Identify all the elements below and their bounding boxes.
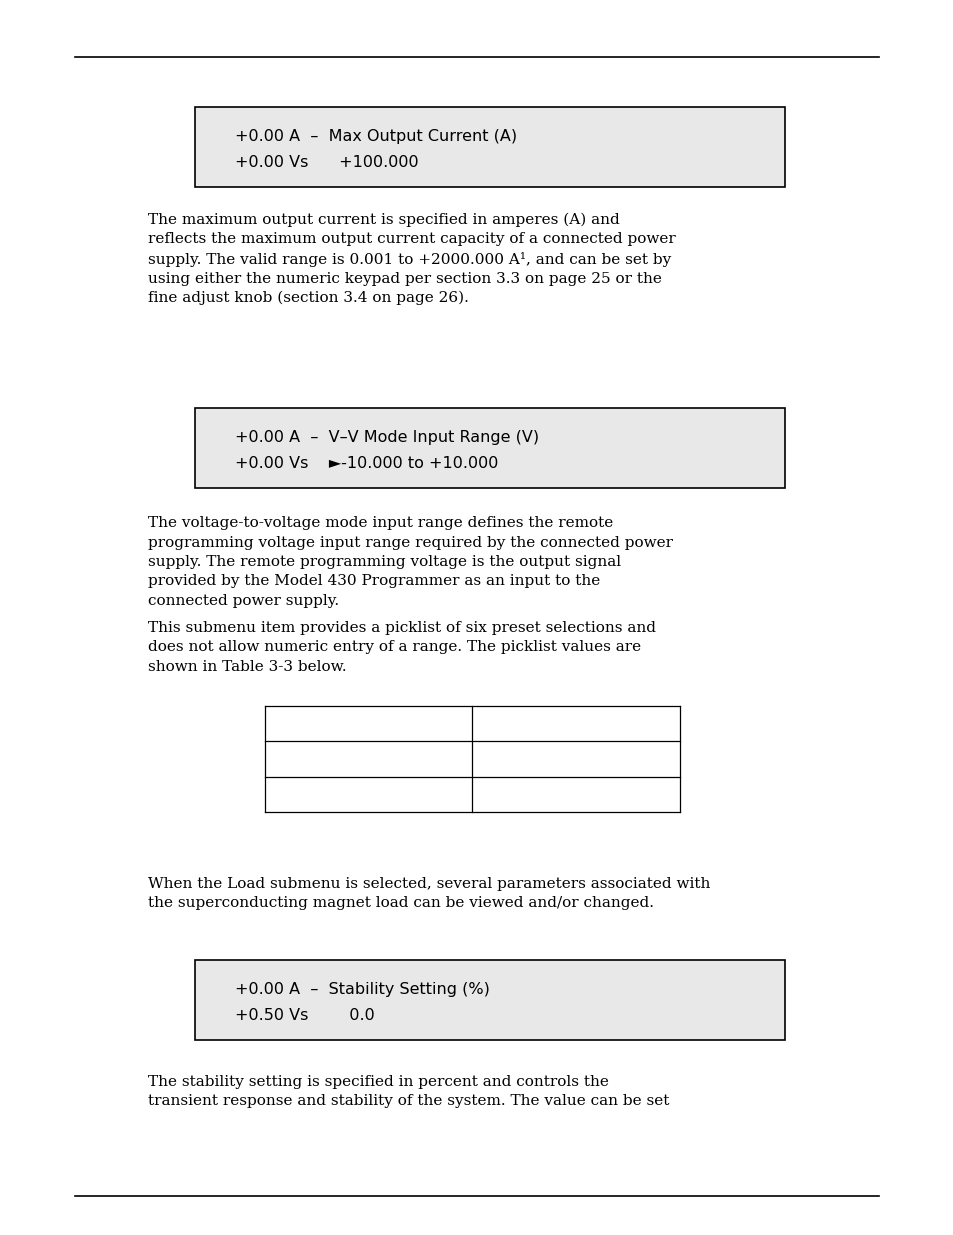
Text: programming voltage input range required by the connected power: programming voltage input range required… <box>148 536 672 550</box>
Text: The stability setting is specified in percent and controls the: The stability setting is specified in pe… <box>148 1074 608 1089</box>
Text: supply. The remote programming voltage is the output signal: supply. The remote programming voltage i… <box>148 555 620 569</box>
Text: fine adjust knob (section 3.4 on page 26).: fine adjust knob (section 3.4 on page 26… <box>148 291 468 305</box>
Text: connected power supply.: connected power supply. <box>148 594 338 608</box>
Bar <box>194 960 784 1040</box>
Text: does not allow numeric entry of a range. The picklist values are: does not allow numeric entry of a range.… <box>148 641 640 655</box>
Text: +0.00 Vs      +100.000: +0.00 Vs +100.000 <box>234 156 418 170</box>
Text: provided by the Model 430 Programmer as an input to the: provided by the Model 430 Programmer as … <box>148 574 599 589</box>
Text: using either the numeric keypad per section 3.3 on page 25 or the: using either the numeric keypad per sect… <box>148 272 661 285</box>
Text: transient response and stability of the system. The value can be set: transient response and stability of the … <box>148 1094 669 1109</box>
Text: +0.00 A  –  Stability Setting (%): +0.00 A – Stability Setting (%) <box>234 982 489 997</box>
Text: shown in Table 3-3 below.: shown in Table 3-3 below. <box>148 659 346 674</box>
Text: +0.00 A  –  V–V Mode Input Range (V): +0.00 A – V–V Mode Input Range (V) <box>234 430 538 445</box>
Text: the superconducting magnet load can be viewed and/or changed.: the superconducting magnet load can be v… <box>148 897 654 910</box>
Text: +0.00 Vs    ►-10.000 to +10.000: +0.00 Vs ►-10.000 to +10.000 <box>234 456 497 471</box>
Text: The voltage-to-voltage mode input range defines the remote: The voltage-to-voltage mode input range … <box>148 516 613 530</box>
Text: supply. The valid range is 0.001 to +2000.000 A¹, and can be set by: supply. The valid range is 0.001 to +200… <box>148 252 671 267</box>
Bar <box>194 408 784 488</box>
Text: +0.50 Vs        0.0: +0.50 Vs 0.0 <box>234 1008 375 1023</box>
Bar <box>194 107 784 186</box>
Text: This submenu item provides a picklist of six preset selections and: This submenu item provides a picklist of… <box>148 621 656 635</box>
Text: reflects the maximum output current capacity of a connected power: reflects the maximum output current capa… <box>148 232 675 247</box>
Text: +0.00 A  –  Max Output Current (A): +0.00 A – Max Output Current (A) <box>234 128 517 144</box>
Text: The maximum output current is specified in amperes (A) and: The maximum output current is specified … <box>148 212 619 227</box>
Text: When the Load submenu is selected, several parameters associated with: When the Load submenu is selected, sever… <box>148 877 710 890</box>
